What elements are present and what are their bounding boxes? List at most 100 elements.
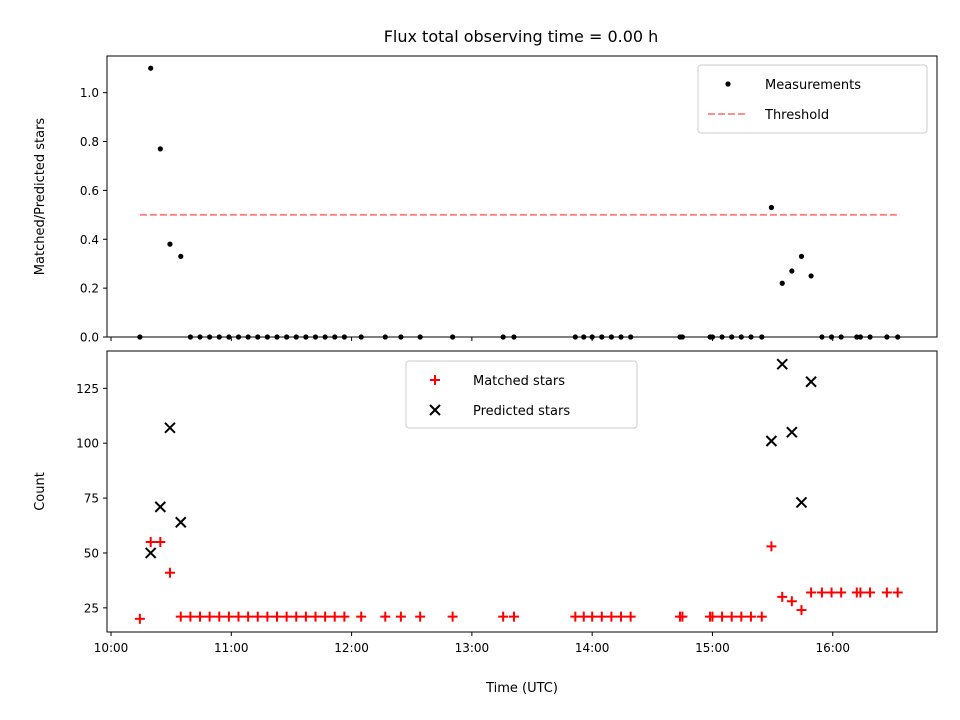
measurement-point <box>245 334 251 340</box>
matched-star-marker <box>291 611 302 622</box>
top-ytick-label: 0.0 <box>80 331 99 345</box>
measurement-point <box>738 334 744 340</box>
xlabel: Time (UTC) <box>485 681 558 696</box>
measurement-point <box>167 241 173 247</box>
measurement-point <box>303 334 309 340</box>
measurement-point <box>293 334 299 340</box>
matched-star-marker <box>214 611 225 622</box>
bottom-ylabel: Count <box>33 472 48 511</box>
predicted-star-marker <box>795 496 808 509</box>
xtick-label: 15:00 <box>695 641 730 655</box>
predicted-star-marker <box>175 516 187 528</box>
top-ylabel: Matched/Predicted stars <box>33 118 48 276</box>
measurement-point <box>838 334 844 340</box>
matched-star-marker <box>243 611 254 622</box>
top-panel: 0.0 0.2 0.4 0.6 0.8 1.0 Matched/Predicted star… <box>33 55 938 345</box>
measurement-point <box>779 280 785 286</box>
measurement-point <box>884 334 890 340</box>
measurement-point <box>581 334 587 340</box>
matched-star-marker <box>816 587 827 598</box>
measurement-point <box>511 334 517 340</box>
matched-star-marker <box>796 605 807 616</box>
predicted-star-marker <box>144 547 157 559</box>
matched-star-marker <box>204 611 215 622</box>
matched-star-marker <box>300 611 311 622</box>
chart-title: Flux total observing time = 0.00 h <box>384 27 659 46</box>
measurement-point <box>857 334 864 340</box>
measurement-point <box>137 334 143 340</box>
legend-measurements-label: Measurements <box>765 78 861 93</box>
legend-matched-label: Matched stars <box>473 374 565 389</box>
measurement-point <box>679 334 685 340</box>
bottom-ytick-label: 50 <box>84 546 99 560</box>
legend-predicted-marker <box>429 404 441 416</box>
measurement-point <box>572 334 578 340</box>
measurement-point <box>709 334 716 340</box>
measurement-point <box>332 334 338 340</box>
matched-star-marker <box>447 611 458 622</box>
top-ytick-label: 0.8 <box>80 135 99 149</box>
legend-matched-marker <box>430 375 440 385</box>
measurement-point <box>828 334 835 340</box>
measurement-point <box>748 334 754 340</box>
measurement-point <box>500 334 506 340</box>
matched-star-marker <box>498 611 509 622</box>
matched-star-marker <box>625 611 636 622</box>
measurement-point <box>589 334 595 340</box>
measurement-point <box>322 334 328 340</box>
bottom-ytick-label: 75 <box>84 492 99 506</box>
xtick-label: 12:00 <box>334 641 369 655</box>
matched-star-marker <box>272 611 283 622</box>
matched-star-marker <box>339 611 350 622</box>
matched-star-marker <box>717 611 728 622</box>
matched-star-marker <box>587 611 598 622</box>
measurement-point <box>599 334 605 340</box>
measurement-point <box>808 273 814 279</box>
measurement-point <box>628 334 634 340</box>
matched-star-marker <box>892 587 903 598</box>
measurement-point <box>264 334 270 340</box>
xtick-label: 13:00 <box>455 641 490 655</box>
measurement-point <box>255 334 261 340</box>
matched-star-marker <box>826 587 837 598</box>
legend-predicted-label: Predicted stars <box>473 404 570 419</box>
matched-star-marker <box>415 611 426 622</box>
matched-star-marker <box>164 567 175 578</box>
bottom-ytick-label: 125 <box>76 382 99 396</box>
matched-star-marker <box>707 611 718 622</box>
top-ytick-label: 0.2 <box>80 282 99 296</box>
matched-star-marker <box>175 611 186 622</box>
matched-star-marker <box>310 611 321 622</box>
measurement-point <box>729 334 735 340</box>
predicted-star-marker <box>786 426 798 438</box>
matched-star-marker <box>145 536 156 547</box>
measurement-point <box>274 334 280 340</box>
predicted-star-marker <box>776 358 788 370</box>
predicted-star-marker <box>805 376 817 388</box>
predicted-star-marker <box>164 422 176 434</box>
legend-measurements-marker <box>725 81 731 87</box>
matched-star-marker <box>616 611 627 622</box>
bottom-axes-frame <box>106 350 938 633</box>
matched-star-marker <box>195 611 206 622</box>
measurement-point <box>235 334 242 340</box>
bottom-ytick-label: 25 <box>84 601 99 615</box>
matched-star-marker <box>395 611 406 622</box>
matched-star-marker <box>356 611 367 622</box>
measurement-point <box>854 334 860 340</box>
measurement-point <box>398 334 404 340</box>
top-ytick-label: 0.6 <box>80 184 99 198</box>
predicted-star-marker <box>765 435 778 447</box>
matched-star-marker <box>777 591 788 602</box>
matched-star-marker <box>756 611 767 622</box>
bottom-panel: 25 50 75 100 125 10:00 11:00 12:00 13:00 14:00 15:… <box>33 350 938 696</box>
measurement-point <box>148 65 154 71</box>
top-axes-frame <box>106 55 938 338</box>
matched-star-marker <box>865 587 876 598</box>
measurement-point <box>450 334 456 340</box>
measurement-point <box>312 334 319 340</box>
top-ytick-label: 1.0 <box>80 86 99 100</box>
measurement-point <box>197 334 203 340</box>
measurement-point <box>719 334 725 340</box>
